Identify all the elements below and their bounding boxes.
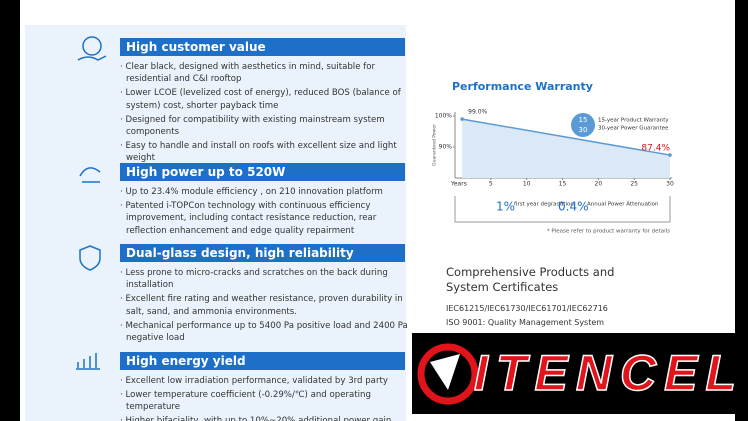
stat-label: Annual Power Attenuation — [587, 202, 659, 208]
stat-label: first year degradation — [514, 202, 574, 208]
x-tick-label: 20 — [595, 181, 603, 188]
cert-item: IEC61215/IEC61730/IEC61701/IEC62716 — [446, 304, 608, 313]
bullet: · Excellent fire rating and weather resi… — [120, 294, 403, 317]
logo-emblem — [430, 354, 460, 390]
area — [462, 119, 670, 178]
line — [462, 118, 671, 156]
logo-text: ITENCEL — [474, 345, 736, 401]
bullet-list: · Clear black, designed with aesthetics … — [120, 61, 410, 166]
badge-text: 15-year Product Warranty — [598, 118, 669, 124]
x-tick-label: 25 — [630, 181, 638, 188]
point — [460, 117, 464, 121]
bullet: · Excellent low irradiation performance,… — [120, 376, 388, 386]
features-panel: High customer value · Clear black, design… — [25, 25, 408, 421]
x-axis-label: Years — [450, 181, 467, 188]
point — [668, 153, 672, 157]
bullet: · Easy to handle and install on roofs wi… — [120, 140, 397, 164]
x-tick-label: 15 — [559, 181, 567, 188]
cert-title: Comprehensive Products and System Certif… — [446, 265, 615, 294]
bullet: · Clear black, designed with aesthetics … — [120, 62, 376, 85]
stats-box — [454, 196, 671, 223]
value-label: 99.0% — [468, 109, 487, 116]
bullet: · Lower temperature coefficient (-0.29%/… — [120, 389, 371, 413]
bullet-list: · Excellent low irradiation performance,… — [120, 375, 410, 421]
bullet: · Less prone to micro-cracks and scratch… — [120, 268, 388, 291]
bullet-list: · Up to 23.4% module efficiency , on 210… — [120, 186, 410, 239]
stat-value: 1% — [496, 200, 515, 214]
badge-num: 30 — [579, 126, 588, 134]
value-label: 87.4% — [641, 144, 670, 154]
x-tick-label: 10 — [523, 181, 531, 188]
x-tick-label: 5 — [489, 181, 493, 188]
bullet: · Mechanical performance up to 5400 Pa p… — [120, 320, 408, 344]
bullet-list: · Less prone to micro-cracks and scratch… — [120, 267, 410, 346]
section-title: High customer value — [120, 38, 405, 56]
badge — [571, 113, 595, 137]
section-title: High energy yield — [120, 352, 405, 370]
y-axis-label: Guaranteed Power — [432, 124, 438, 166]
x-tick-label: 30 — [666, 181, 674, 188]
warranty-title: Performance Warranty — [452, 80, 593, 93]
section-title: Dual-glass design, high reliability — [120, 244, 405, 262]
stat-value: 0.4% — [558, 200, 589, 214]
bullet: · Up to 23.4% module efficiency , on 210… — [120, 187, 383, 197]
icons — [76, 36, 107, 370]
section-title: High power up to 520W — [120, 163, 405, 181]
badge-num: 15 — [579, 116, 588, 124]
bullet: · Designed for compatibility with existi… — [120, 114, 385, 138]
logo-emblem — [417, 343, 479, 405]
y-tick-label: 100% — [435, 113, 452, 120]
bullet: · Lower LCOE (levelized cost of energy),… — [120, 88, 401, 111]
note: * Please refer to product warranty for d… — [547, 229, 670, 235]
cert-item: ISO 9001: Quality Management System — [446, 318, 605, 327]
bullet: · Patented i-TOPCon technology with cont… — [120, 200, 377, 236]
brochure: High customer value · Clear black, design… — [20, 0, 735, 421]
badge-text: 30-year Power Guarantee — [598, 126, 669, 132]
bullet: · Higher bifaciality, with up to 10%~20%… — [120, 415, 410, 421]
y-tick-label: 90% — [439, 144, 453, 151]
logo-box — [412, 333, 740, 414]
